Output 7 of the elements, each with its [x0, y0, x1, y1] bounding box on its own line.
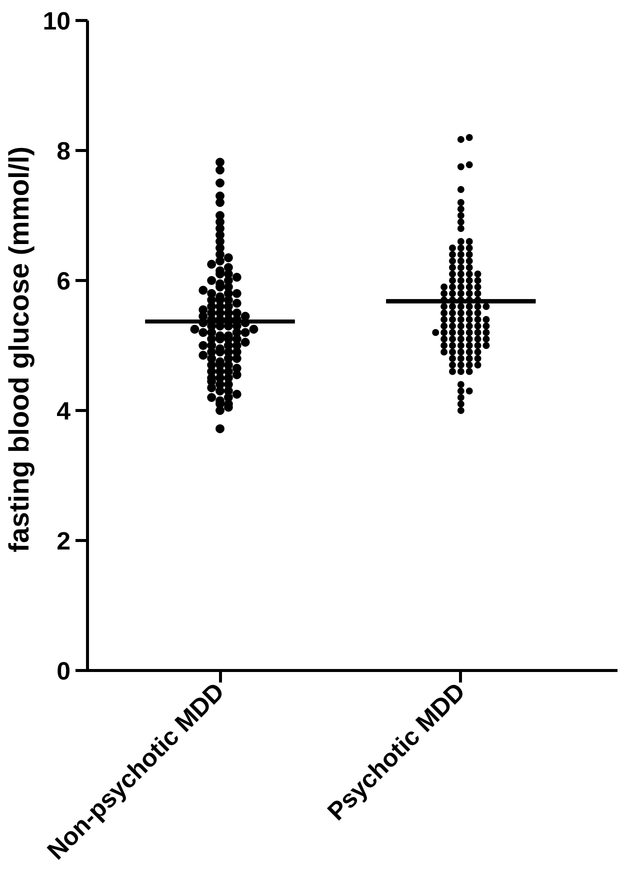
y-tick-label: 6	[56, 268, 70, 296]
y-tick-label: 10	[42, 8, 71, 36]
y-axis-title: fasting blood glucose (mmol/l)	[4, 146, 35, 552]
y-tick-label: 2	[56, 528, 70, 556]
y-tick-label: 4	[56, 398, 71, 426]
y-tick-label: 8	[56, 138, 71, 166]
y-tick-label: 0	[56, 658, 70, 686]
